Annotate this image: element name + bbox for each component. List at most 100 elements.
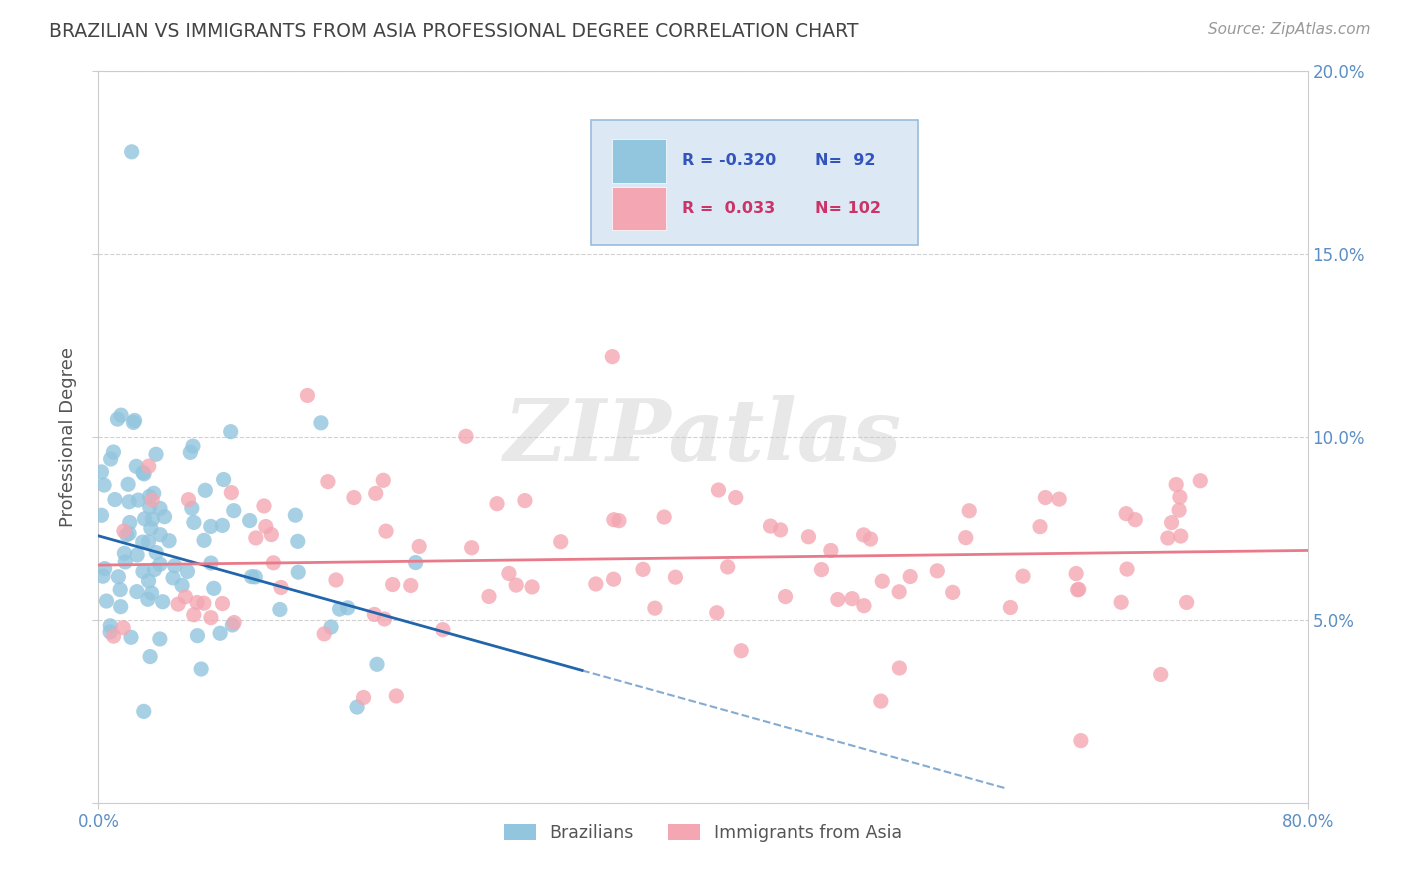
Point [221, 618, 243, 632]
Point [1168, 490, 1191, 504]
Point [108, 582, 131, 597]
Point [269, 602, 291, 616]
Point [103, 629, 125, 643]
Point [343, 491, 366, 505]
Point [284, 508, 307, 523]
Point [364, 486, 387, 500]
Point [724, 491, 747, 505]
Point [139, 649, 162, 664]
Point [202, 582, 225, 596]
Point [375, 524, 398, 538]
Point [138, 534, 160, 549]
Point [898, 569, 921, 583]
Point [141, 493, 163, 508]
Point [775, 590, 797, 604]
Point [1047, 492, 1070, 507]
Text: Source: ZipAtlas.com: Source: ZipAtlas.com [1208, 22, 1371, 37]
Point [325, 573, 347, 587]
Point [141, 512, 163, 526]
Point [212, 473, 235, 487]
Point [852, 599, 875, 613]
Point [138, 574, 160, 588]
Point [254, 519, 277, 533]
Point [179, 445, 201, 459]
Point [141, 586, 163, 600]
Point [193, 596, 215, 610]
Point [253, 499, 276, 513]
Point [314, 627, 336, 641]
Point [122, 416, 145, 430]
Point [117, 477, 139, 491]
Point [297, 388, 319, 402]
Point [1029, 519, 1052, 533]
Legend: Brazilians, Immigrants from Asia: Brazilians, Immigrants from Asia [498, 817, 908, 849]
Point [1150, 667, 1173, 681]
Point [132, 467, 155, 481]
Point [820, 543, 842, 558]
Point [180, 501, 202, 516]
Point [460, 541, 482, 555]
Point [193, 533, 215, 548]
Point [405, 556, 427, 570]
Point [138, 459, 160, 474]
Point [366, 657, 388, 672]
Point [841, 591, 863, 606]
Point [1070, 733, 1092, 747]
Point [110, 599, 132, 614]
Point [131, 535, 153, 549]
Point [706, 606, 728, 620]
Point [353, 690, 375, 705]
Point [167, 597, 190, 611]
Point [603, 513, 626, 527]
Point [319, 620, 342, 634]
Point [120, 630, 142, 644]
Point [287, 565, 309, 579]
Point [730, 644, 752, 658]
Point [797, 530, 820, 544]
Point [157, 533, 180, 548]
Point [859, 532, 882, 546]
Point [127, 548, 149, 562]
Point [170, 578, 193, 592]
Point [186, 629, 208, 643]
Point [1170, 529, 1192, 543]
Point [200, 556, 222, 570]
Point [631, 562, 654, 576]
Point [498, 566, 520, 581]
Point [316, 475, 339, 489]
Point [211, 597, 233, 611]
Point [138, 490, 160, 504]
Point [143, 562, 166, 576]
Point [103, 445, 125, 459]
Point [260, 527, 283, 541]
Text: R = -0.320: R = -0.320 [682, 153, 776, 169]
Point [134, 512, 156, 526]
Point [1064, 566, 1087, 581]
Point [245, 531, 267, 545]
Point [454, 429, 477, 443]
Point [1168, 503, 1191, 517]
Point [174, 590, 197, 604]
Point [1115, 507, 1137, 521]
Point [1066, 582, 1088, 597]
Point [222, 503, 245, 517]
Point [221, 485, 243, 500]
FancyBboxPatch shape [613, 187, 665, 230]
Point [927, 564, 949, 578]
Point [194, 483, 217, 498]
Point [486, 497, 509, 511]
Point [1166, 477, 1188, 491]
Point [176, 565, 198, 579]
Text: BRAZILIAN VS IMMIGRANTS FROM ASIA PROFESSIONAL DEGREE CORRELATION CHART: BRAZILIAN VS IMMIGRANTS FROM ASIA PROFES… [49, 22, 859, 41]
Point [132, 466, 155, 480]
Point [186, 595, 208, 609]
Point [373, 612, 395, 626]
Point [145, 447, 167, 461]
Point [132, 705, 155, 719]
Point [112, 621, 135, 635]
Point [769, 523, 792, 537]
Point [644, 601, 666, 615]
Point [125, 459, 148, 474]
Text: ZIPatlas: ZIPatlas [503, 395, 903, 479]
Point [505, 578, 527, 592]
